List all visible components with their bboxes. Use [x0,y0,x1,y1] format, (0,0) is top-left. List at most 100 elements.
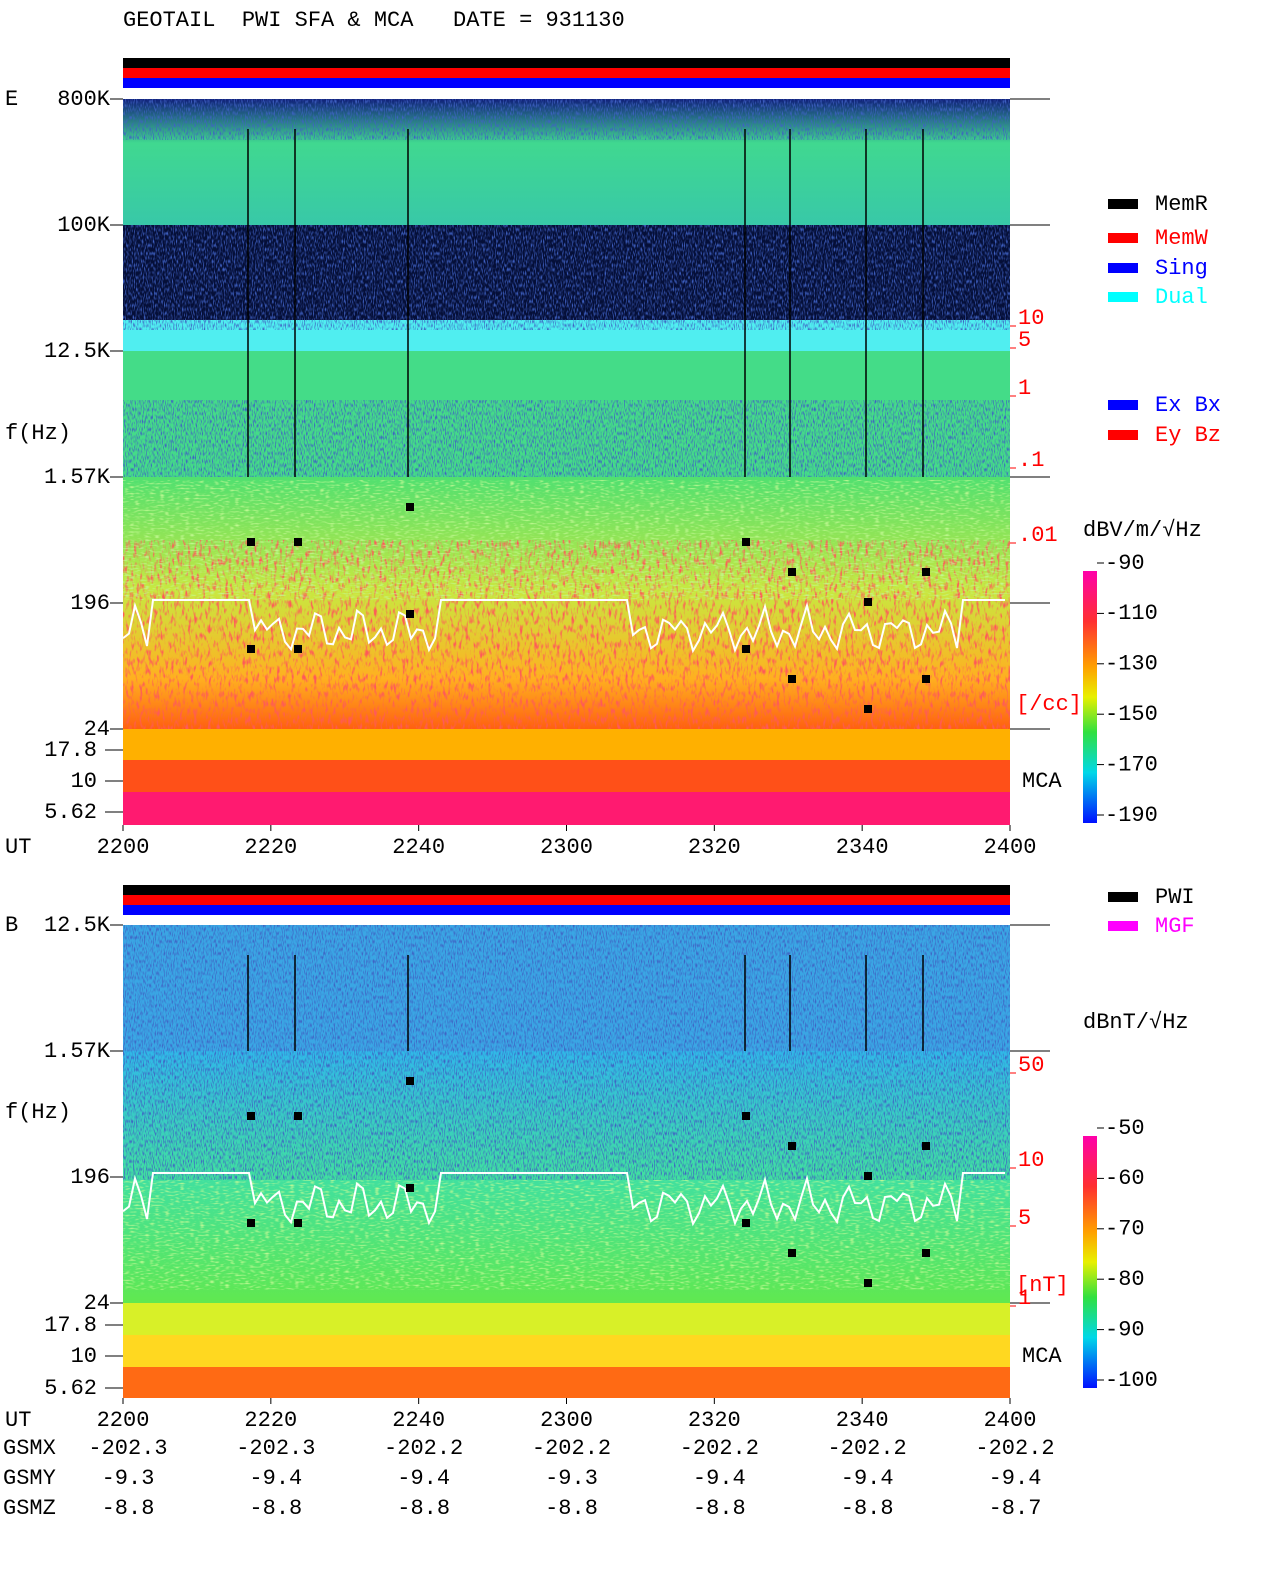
marker [742,1112,750,1120]
colorbar-tick-label: -190 [1105,803,1158,828]
legend-swatch [1108,263,1138,273]
right-tick-label: 1 [1018,1286,1031,1311]
right-tick-label: 50 [1018,1053,1044,1078]
y-tick-label: 24 [84,717,110,742]
orbit-value: -202.2 [532,1436,611,1461]
orbit-row-label: GSMY [3,1466,56,1491]
orbit-value: -202.3 [236,1436,315,1461]
mca-tick-label: 17.8 [44,1313,97,1338]
mca-tick-label: 10 [71,1344,97,1369]
orbit-value: -202.2 [384,1436,463,1461]
spectrogram-texture [123,1180,1010,1290]
right-tick-label: .1 [1018,448,1044,473]
marker [742,538,750,546]
x-tick-label: 2220 [244,1408,297,1433]
legend-label: Ey Bz [1155,423,1221,448]
status-bar [123,78,1010,88]
mca-label: MCA [1022,1344,1062,1369]
legend-label: Sing [1155,256,1208,281]
marker [294,645,302,653]
spectrogram-band [123,760,1010,792]
y-tick-label: 1.57K [44,465,111,490]
colorbar-tick-label: -110 [1105,601,1158,626]
spectrogram-texture [123,225,1010,330]
right-tick-label: 10 [1018,1148,1044,1173]
x-tick-label: 2240 [392,1408,445,1433]
legend-swatch [1108,892,1138,902]
orbit-value: -9.3 [545,1466,598,1491]
spectrogram-band [123,1335,1010,1367]
orbit-value: -9.4 [693,1466,746,1491]
orbit-value: -8.8 [841,1496,894,1521]
orbit-value: -9.4 [397,1466,450,1491]
x-tick-label: 2340 [836,835,889,860]
status-bar [123,58,1010,68]
x-tick-label: 2240 [392,835,445,860]
marker [247,1112,255,1120]
orbit-row-label: GSMX [3,1436,56,1461]
legend-label: MGF [1155,914,1195,939]
right-axis-unit: [/cc] [1016,692,1082,717]
right-tick-label: 5 [1018,1206,1031,1231]
orbit-row-label: GSMZ [3,1496,56,1521]
y-tick-label: 1.57K [44,1039,111,1064]
x-axis-label: UT [5,835,31,860]
marker [864,1279,872,1287]
legend-label: Ex Bx [1155,393,1221,418]
colorbar-label: dBnT/√Hz [1083,1010,1189,1035]
y-tick-label: 12.5K [44,339,111,364]
x-tick-label: 2200 [97,1408,150,1433]
marker [406,1184,414,1192]
marker [294,1219,302,1227]
right-tick-label: .01 [1018,523,1058,548]
marker [742,645,750,653]
legend-swatch [1108,292,1138,302]
marker [922,568,930,576]
mca-tick-label: 10 [71,769,97,794]
right-tick-label: 1 [1018,376,1031,401]
marker [788,1249,796,1257]
marker [788,568,796,576]
orbit-value: -8.8 [693,1496,746,1521]
colorbar-tick-label: -80 [1105,1267,1145,1292]
colorbar-label: dBV/m/√Hz [1083,518,1202,543]
y-tick-label: 100K [57,213,111,238]
marker [247,538,255,546]
colorbar-tick-label: -70 [1105,1217,1145,1242]
marker [406,610,414,618]
x-tick-label: 2400 [984,1408,1037,1433]
marker [247,1219,255,1227]
colorbar [1083,1136,1097,1388]
right-tick-label: 5 [1018,328,1031,353]
legend-swatch [1108,400,1138,410]
x-tick-label: 2340 [836,1408,889,1433]
marker [742,1219,750,1227]
marker [922,675,930,683]
marker [294,538,302,546]
colorbar-tick-label: -90 [1105,551,1145,576]
orbit-value: -8.8 [545,1496,598,1521]
x-tick-label: 2320 [688,835,741,860]
colorbar-tick-label: -130 [1105,652,1158,677]
orbit-value: -202.2 [975,1436,1054,1461]
x-tick-label: 2300 [540,835,593,860]
mca-tick-label: 5.62 [44,800,97,825]
spectrogram-texture [123,1051,1010,1180]
colorbar [1083,571,1097,823]
spectrogram-texture [123,925,1010,1051]
legend-label: MemW [1155,226,1209,251]
y-tick-label: 12.5K [44,913,111,938]
spectrogram-band [123,792,1010,825]
orbit-value: -9.3 [102,1466,155,1491]
marker [922,1142,930,1150]
orbit-value: -8.8 [397,1496,450,1521]
colorbar-tick-label: -90 [1105,1317,1145,1342]
spectrogram-texture [123,480,1010,600]
x-tick-label: 2320 [688,1408,741,1433]
y-tick-label: 196 [70,591,110,616]
x-tick-label: 2220 [244,835,297,860]
legend-label: Dual [1155,285,1208,310]
right-tick-label: 10 [1018,306,1044,331]
